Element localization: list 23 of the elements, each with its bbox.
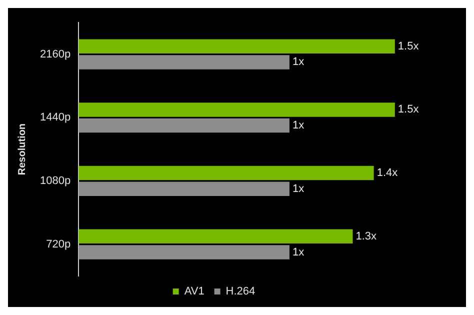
legend-label: AV1: [184, 286, 204, 298]
legend-label: H.264: [226, 286, 256, 298]
data-label: 1x: [292, 56, 305, 68]
data-label: 1.5x: [398, 40, 420, 52]
bar: [78, 55, 290, 70]
bar: [78, 229, 353, 244]
bar: [78, 39, 395, 54]
y-axis-title: Resolution: [16, 123, 28, 176]
bar: [78, 118, 290, 133]
data-label: 1.4x: [376, 167, 398, 180]
y-tick-label: 720p: [46, 238, 71, 250]
data-label: 1x: [292, 182, 305, 195]
y-tick-label: 1080p: [40, 175, 71, 188]
bar: [78, 245, 290, 260]
bar: [78, 166, 374, 180]
data-label: 1.5x: [398, 104, 420, 116]
data-label: 1x: [292, 246, 305, 258]
y-tick-label: 1440p: [40, 112, 71, 124]
y-tick-label: 2160p: [40, 48, 71, 60]
data-label: 1.3x: [356, 230, 378, 242]
bar: [78, 102, 395, 117]
bar: [78, 182, 290, 196]
data-label: 1x: [292, 120, 305, 132]
